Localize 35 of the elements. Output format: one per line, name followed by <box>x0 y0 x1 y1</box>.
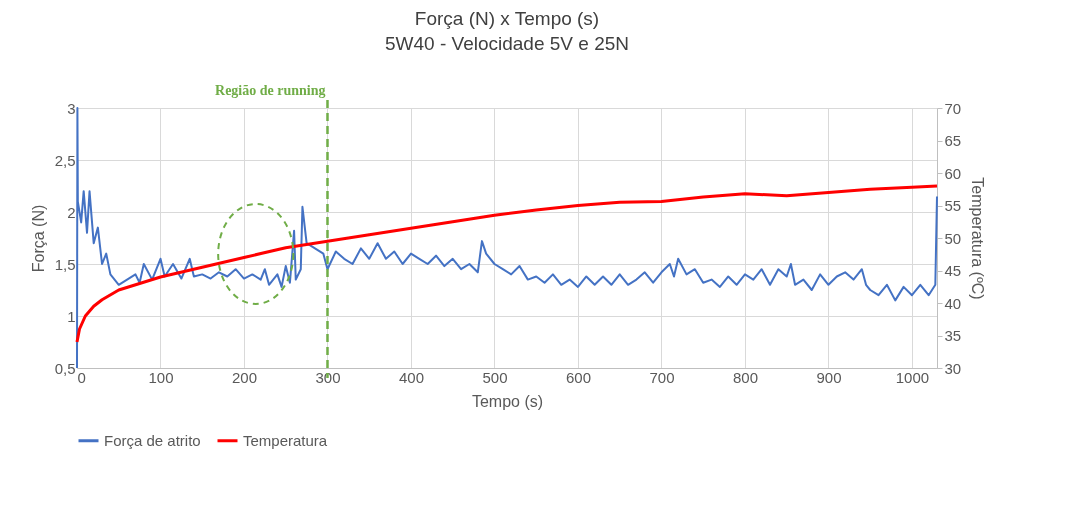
y2-tick-label: 35 <box>944 327 962 344</box>
x-tick-label: 500 <box>482 368 508 386</box>
y-tick-label: 2,5 <box>54 151 76 169</box>
y-tick-label: 1,5 <box>54 255 76 273</box>
x-tick-label: 400 <box>398 368 424 386</box>
y2-tick-label: 60 <box>944 164 962 182</box>
y-tick-label: 1 <box>67 307 76 325</box>
y2-axis-title: Temperatura (ºC) <box>969 177 987 300</box>
x-tick-label: 600 <box>565 368 591 386</box>
x-tick-label: 100 <box>148 368 174 386</box>
legend-label: Força de atrito <box>104 431 201 449</box>
y2-tick-label: 55 <box>944 197 962 214</box>
y-tick-label: 3 <box>67 99 76 117</box>
x-tick-label: 900 <box>816 368 842 386</box>
x-tick-label: 1000 <box>895 368 930 386</box>
y2-tick-label: 50 <box>944 229 962 247</box>
chart-title: Força (N) x Tempo (s) <box>414 8 600 29</box>
y-tick-label: 2 <box>67 203 76 221</box>
y2-tick-label: 40 <box>944 294 962 312</box>
ref-line-label: Região de running <box>215 83 326 98</box>
x-tick-label: 200 <box>231 368 258 386</box>
legend-label: Temperatura <box>243 431 328 449</box>
y2-tick-label: 45 <box>944 262 962 279</box>
x-tick-label: 0 <box>77 368 86 386</box>
chart-subtitle: 5W40 - Velocidade 5V e 25N <box>385 33 629 54</box>
x-axis-title: Tempo (s) <box>471 392 544 410</box>
line-series <box>75 184 939 344</box>
y2-tick-label: 65 <box>944 132 962 149</box>
y-tick-label: 0,5 <box>54 359 76 377</box>
x-tick-label: 300 <box>315 368 341 386</box>
y2-tick-label: 70 <box>944 99 962 117</box>
y-axis-title: Força (N) <box>29 204 47 273</box>
x-tick-label: 700 <box>649 368 675 386</box>
x-tick-label: 800 <box>732 368 758 386</box>
y2-tick-label: 30 <box>944 359 962 377</box>
